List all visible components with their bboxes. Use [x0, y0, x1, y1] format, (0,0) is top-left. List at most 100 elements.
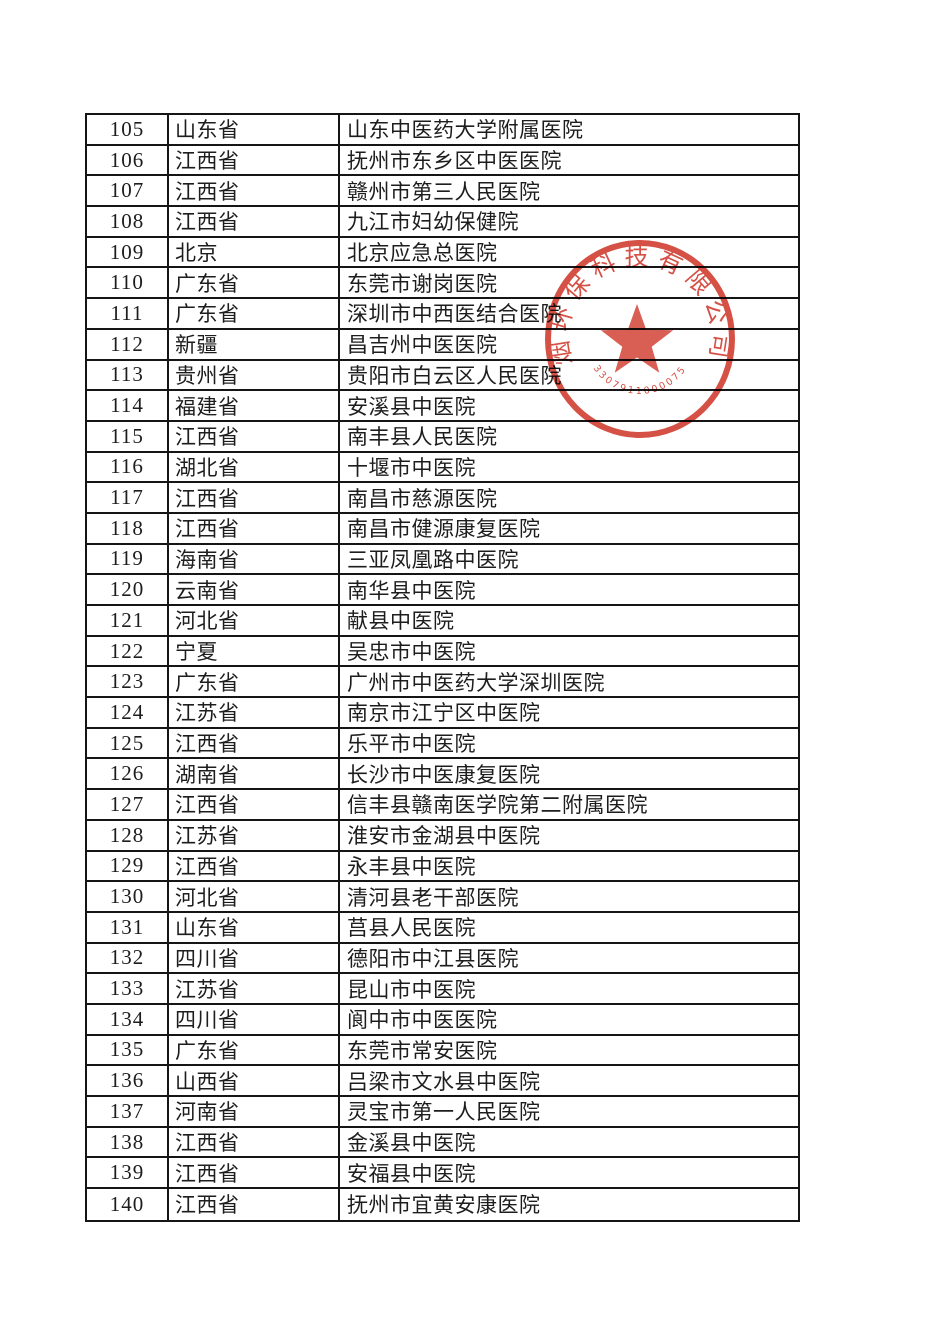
table-row: 117 江西省 南昌市慈源医院: [87, 483, 798, 514]
cell-hospital-name: 赣州市第三人民医院: [347, 179, 541, 204]
table-row: 105 山东省 山东中医药大学附属医院: [87, 115, 798, 146]
table-row: 123 广东省 广州市中医药大学深圳医院: [87, 667, 798, 699]
cell-row-number: 124: [87, 698, 169, 727]
cell-hospital-name: 阆中市中医医院: [347, 1008, 498, 1033]
cell-province: 湖北省: [169, 452, 340, 482]
table-row: 133 江苏省 昆山市中医院: [87, 974, 798, 1005]
cell-row-number: 131: [87, 912, 169, 942]
cell-hospital-name: 安福县中医院: [347, 1161, 476, 1186]
table-row: 129 江西省 永丰县中医院: [87, 851, 798, 883]
cell-province: 山东省: [169, 115, 340, 144]
table-row: 124 江苏省 南京市江宁区中医院: [87, 698, 798, 729]
cell-province: 广东省: [169, 299, 340, 328]
cell-hospital-name: 北京应急总医院: [347, 241, 498, 266]
cell-hospital-name: 抚州市宜黄安康医院: [347, 1193, 541, 1218]
cell-province: 江西省: [169, 483, 340, 512]
cell-hospital-name: 乐平市中医院: [347, 732, 476, 757]
cell-hospital-name: 山东中医药大学附属医院: [347, 118, 584, 143]
cell-row-number: 108: [87, 207, 169, 236]
table-row: 119 海南省 三亚凤凰路中医院: [87, 544, 798, 576]
cell-hospital-name: 广州市中医药大学深圳医院: [347, 670, 605, 695]
cell-row-number: 126: [87, 759, 169, 789]
cell-hospital-name: 长沙市中医康复医院: [347, 762, 541, 787]
table-row: 130 河北省 清河县老干部医院: [87, 882, 798, 913]
cell-province: 江西省: [169, 1189, 340, 1220]
table-row: 131 山东省 莒县人民医院: [87, 912, 798, 944]
cell-province: 江西省: [169, 207, 340, 236]
cell-province: 广东省: [169, 667, 340, 697]
cell-row-number: 116: [87, 452, 169, 482]
cell-province: 江苏省: [169, 974, 340, 1003]
cell-hospital-name: 昌吉州中医医院: [347, 333, 498, 358]
table-row: 107 江西省 赣州市第三人民医院: [87, 176, 798, 208]
cell-province: 江苏省: [169, 820, 340, 850]
cell-province: 四川省: [169, 943, 340, 973]
table-row: 113 贵州省 贵阳市白云区人民医院: [87, 360, 798, 392]
cell-row-number: 109: [87, 237, 169, 267]
table-row: 110 广东省 东莞市谢岗医院: [87, 268, 798, 300]
cell-row-number: 135: [87, 1035, 169, 1065]
cell-row-number: 119: [87, 544, 169, 574]
cell-hospital-name: 南昌市健源康复医院: [347, 517, 541, 542]
table-row: 137 河南省 灵宝市第一人民医院: [87, 1097, 798, 1128]
cell-province: 山东省: [169, 912, 340, 942]
table-row: 106 江西省 抚州市东乡区中医医院: [87, 145, 798, 177]
cell-hospital-name: 献县中医院: [347, 609, 455, 634]
cell-province: 江西省: [169, 1127, 340, 1157]
cell-province: 新疆: [169, 329, 340, 359]
cell-hospital-name: 十堰市中医院: [347, 455, 476, 480]
table-row: 122 宁夏 吴忠市中医院: [87, 636, 798, 668]
cell-hospital-name: 永丰县中医院: [347, 854, 476, 879]
cell-row-number: 132: [87, 943, 169, 973]
cell-row-number: 134: [87, 1004, 169, 1034]
cell-province: 宁夏: [169, 636, 340, 666]
cell-row-number: 128: [87, 820, 169, 850]
cell-province: 山西省: [169, 1066, 340, 1095]
cell-province: 江西省: [169, 145, 340, 175]
cell-hospital-name: 信丰县赣南医学院第二附属医院: [347, 793, 648, 818]
cell-province: 河北省: [169, 606, 340, 635]
table-row: 135 广东省 东莞市常安医院: [87, 1035, 798, 1067]
cell-hospital-name: 吴忠市中医院: [347, 640, 476, 665]
cell-row-number: 123: [87, 667, 169, 697]
cell-row-number: 115: [87, 421, 169, 451]
table-row: 128 江苏省 淮安市金湖县中医院: [87, 820, 798, 852]
table-row: 140 江西省 抚州市宜黄安康医院: [87, 1189, 798, 1220]
table-row: 116 湖北省 十堰市中医院: [87, 452, 798, 484]
cell-row-number: 106: [87, 145, 169, 175]
cell-province: 江西省: [169, 421, 340, 451]
cell-hospital-name: 东莞市谢岗医院: [347, 271, 498, 296]
cell-province: 江苏省: [169, 698, 340, 727]
table-row: 127 江西省 信丰县赣南医学院第二附属医院: [87, 790, 798, 821]
cell-hospital-name: 淮安市金湖县中医院: [347, 824, 541, 849]
cell-row-number: 113: [87, 360, 169, 390]
cell-row-number: 105: [87, 115, 169, 144]
cell-hospital-name: 南华县中医院: [347, 578, 476, 603]
cell-province: 河北省: [169, 882, 340, 911]
cell-row-number: 137: [87, 1097, 169, 1126]
cell-row-number: 121: [87, 606, 169, 635]
cell-row-number: 127: [87, 790, 169, 819]
cell-hospital-name: 安溪县中医院: [347, 394, 476, 419]
table-row: 139 江西省 安福县中医院: [87, 1158, 798, 1190]
cell-hospital-name: 金溪县中医院: [347, 1131, 476, 1156]
cell-province: 江西省: [169, 1158, 340, 1188]
cell-row-number: 133: [87, 974, 169, 1003]
table-row: 118 江西省 南昌市健源康复医院: [87, 513, 798, 545]
cell-hospital-name: 贵阳市白云区人民医院: [347, 363, 562, 388]
cell-row-number: 122: [87, 636, 169, 666]
cell-province: 江西省: [169, 851, 340, 881]
cell-row-number: 130: [87, 882, 169, 911]
cell-hospital-name: 昆山市中医院: [347, 977, 476, 1002]
cell-row-number: 114: [87, 391, 169, 420]
cell-hospital-name: 莒县人民医院: [347, 916, 476, 941]
table-row: 134 四川省 阆中市中医医院: [87, 1004, 798, 1036]
table-row: 111 广东省 深圳市中西医结合医院: [87, 299, 798, 330]
cell-hospital-name: 德阳市中江县医院: [347, 946, 519, 971]
cell-province: 湖南省: [169, 759, 340, 789]
cell-row-number: 118: [87, 513, 169, 543]
cell-province: 江西省: [169, 728, 340, 758]
cell-hospital-name: 抚州市东乡区中医医院: [347, 149, 562, 174]
cell-row-number: 125: [87, 728, 169, 758]
